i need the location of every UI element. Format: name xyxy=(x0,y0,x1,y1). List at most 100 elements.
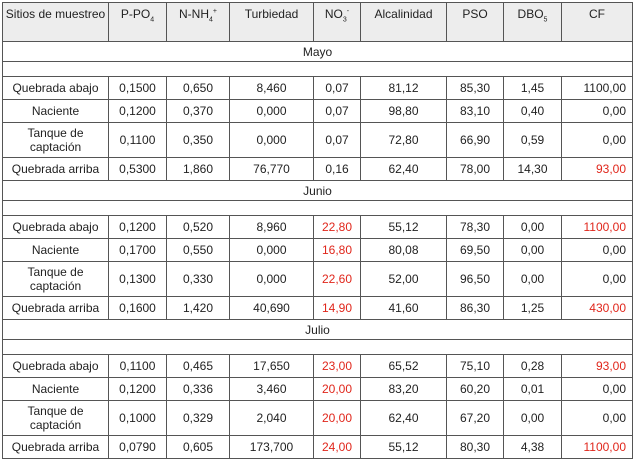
cell-turb: 8,460 xyxy=(229,76,314,100)
cell-dbo5: 0,28 xyxy=(503,354,562,378)
cell-alc: 41,60 xyxy=(360,296,447,320)
header-pso: PSO xyxy=(446,2,504,42)
site-name: Quebrada abajo xyxy=(2,215,109,239)
cell-nnh4: 1,860 xyxy=(166,157,230,181)
cell-cf: 0,00 xyxy=(561,377,633,401)
spacer-cell xyxy=(2,200,633,216)
header-cf: CF xyxy=(561,2,633,42)
cell-ppo4: 0,1100 xyxy=(108,354,167,378)
table-row: Tanque de captación 0,1000 0,329 2,040 20,00… xyxy=(2,400,633,436)
cell-turb: 8,960 xyxy=(229,215,314,239)
site-name: Naciente xyxy=(2,99,109,123)
cell-turb: 40,690 xyxy=(229,296,314,320)
cell-no3: 20,00 xyxy=(313,377,361,401)
table-row: Naciente 0,1200 0,336 3,460 20,00 83,20 60,20 0… xyxy=(2,377,633,401)
cell-alc: 65,52 xyxy=(360,354,447,378)
cell-cf: 430,00 xyxy=(561,296,633,320)
table-row: Quebrada arriba 0,5300 1,860 76,770 0,16 62,4… xyxy=(2,157,633,181)
cell-cf: 93,00 xyxy=(561,354,633,378)
cell-cf: 1100,00 xyxy=(561,215,633,239)
spacer-row xyxy=(2,61,633,77)
cell-no3: 0,16 xyxy=(313,157,361,181)
cell-dbo5: 0,01 xyxy=(503,377,562,401)
cell-turb: 2,040 xyxy=(229,400,314,436)
header-sitios: Sitios de muestreo xyxy=(2,2,109,42)
spacer-cell xyxy=(2,339,633,355)
table-body: Mayo Quebrada abajo 0,1500 0,650 8,460 0,07 81… xyxy=(2,41,633,459)
cell-cf: 0,00 xyxy=(561,238,633,262)
cell-pso: 80,30 xyxy=(446,435,504,459)
site-name: Tanque de captación xyxy=(2,261,109,297)
cell-pso: 83,10 xyxy=(446,99,504,123)
header-nnh4: N-NH4+ xyxy=(166,2,230,42)
cell-nnh4: 0,330 xyxy=(166,261,230,297)
cell-no3: 22,80 xyxy=(313,215,361,239)
cell-alc: 62,40 xyxy=(360,157,447,181)
cell-turb: 76,770 xyxy=(229,157,314,181)
cell-turb: 0,000 xyxy=(229,122,314,158)
cell-dbo5: 1,45 xyxy=(503,76,562,100)
site-name: Naciente xyxy=(2,238,109,262)
site-name: Quebrada abajo xyxy=(2,354,109,378)
cell-pso: 78,00 xyxy=(446,157,504,181)
cell-ppo4: 0,1200 xyxy=(108,99,167,123)
cell-pso: 78,30 xyxy=(446,215,504,239)
month-row: Julio xyxy=(2,319,633,340)
cell-nnh4: 0,370 xyxy=(166,99,230,123)
water-quality-table: Sitios de muestreo P-PO4 N-NH4+ Turbieda… xyxy=(2,2,633,459)
cell-turb: 173,700 xyxy=(229,435,314,459)
table-row: Naciente 0,1200 0,370 0,000 0,07 98,80 83,10 0,… xyxy=(2,99,633,123)
cell-pso: 85,30 xyxy=(446,76,504,100)
cell-pso: 96,50 xyxy=(446,261,504,297)
cell-alc: 62,40 xyxy=(360,400,447,436)
month-label: Julio xyxy=(2,319,633,340)
cell-nnh4: 0,520 xyxy=(166,215,230,239)
cell-cf: 0,00 xyxy=(561,400,633,436)
cell-cf: 0,00 xyxy=(561,122,633,158)
cell-no3: 0,07 xyxy=(313,99,361,123)
month-label: Junio xyxy=(2,180,633,201)
cell-nnh4: 0,350 xyxy=(166,122,230,158)
cell-ppo4: 0,0790 xyxy=(108,435,167,459)
cell-cf: 0,00 xyxy=(561,99,633,123)
header-turbiedad: Turbiedad xyxy=(229,2,314,42)
cell-no3: 24,00 xyxy=(313,435,361,459)
cell-alc: 52,00 xyxy=(360,261,447,297)
cell-no3: 20,00 xyxy=(313,400,361,436)
cell-ppo4: 0,1200 xyxy=(108,377,167,401)
cell-pso: 75,10 xyxy=(446,354,504,378)
cell-alc: 72,80 xyxy=(360,122,447,158)
site-name: Quebrada arriba xyxy=(2,296,109,320)
spacer-cell xyxy=(2,61,633,77)
cell-nnh4: 0,465 xyxy=(166,354,230,378)
cell-dbo5: 4,38 xyxy=(503,435,562,459)
cell-ppo4: 0,1100 xyxy=(108,122,167,158)
cell-ppo4: 0,1200 xyxy=(108,215,167,239)
cell-ppo4: 0,5300 xyxy=(108,157,167,181)
cell-no3: 0,07 xyxy=(313,76,361,100)
cell-pso: 69,50 xyxy=(446,238,504,262)
cell-alc: 55,12 xyxy=(360,435,447,459)
cell-turb: 0,000 xyxy=(229,99,314,123)
cell-ppo4: 0,1500 xyxy=(108,76,167,100)
table-row: Quebrada abajo 0,1200 0,520 8,960 22,80 55,12… xyxy=(2,215,633,239)
table-row: Quebrada abajo 0,1100 0,465 17,650 23,00 65,5… xyxy=(2,354,633,378)
table-row: Quebrada arriba 0,1600 1,420 40,690 14,90 41,… xyxy=(2,296,633,320)
table-row: Tanque de captación 0,1300 0,330 0,000 22,60… xyxy=(2,261,633,297)
cell-no3: 23,00 xyxy=(313,354,361,378)
header-row: Sitios de muestreo P-PO4 N-NH4+ Turbieda… xyxy=(2,2,633,42)
cell-nnh4: 0,550 xyxy=(166,238,230,262)
table-row: Quebrada arriba 0,0790 0,605 173,700 24,00 55… xyxy=(2,435,633,459)
cell-alc: 80,08 xyxy=(360,238,447,262)
site-name: Quebrada arriba xyxy=(2,157,109,181)
cell-turb: 17,650 xyxy=(229,354,314,378)
cell-pso: 66,90 xyxy=(446,122,504,158)
cell-turb: 0,000 xyxy=(229,238,314,262)
cell-alc: 83,20 xyxy=(360,377,447,401)
month-label: Mayo xyxy=(2,41,633,62)
header-ppo4: P-PO4 xyxy=(108,2,167,42)
site-name: Quebrada arriba xyxy=(2,435,109,459)
cell-ppo4: 0,1000 xyxy=(108,400,167,436)
header-dbo5: DBO5 xyxy=(503,2,562,42)
cell-alc: 55,12 xyxy=(360,215,447,239)
